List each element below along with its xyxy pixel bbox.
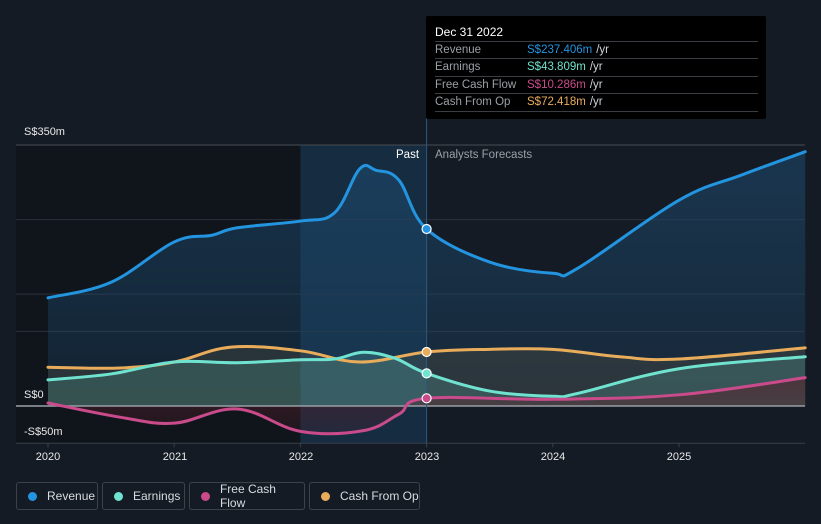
legend-label: Revenue	[47, 489, 96, 503]
line-revenue	[46, 150, 807, 300]
x-tick-label: 2023	[414, 451, 440, 463]
line-earnings	[46, 350, 807, 399]
legend-label: Cash From Op	[340, 489, 419, 503]
x-tick-label: 2024	[540, 451, 566, 463]
tooltip-label: Free Cash Flow	[435, 79, 517, 91]
tooltip-row-revenue: Revenue S$237.406m/yr	[435, 41, 758, 59]
marker-revenue	[421, 223, 432, 235]
x-tick-label: 2021	[162, 451, 188, 463]
y-tick-label: S$350m	[24, 126, 65, 138]
tooltip-value: S$237.406m/yr	[527, 44, 609, 56]
x-tick-label: 2020	[35, 451, 61, 463]
marker-earnings	[421, 368, 432, 379]
past-label: Past	[396, 149, 420, 161]
legend-earnings[interactable]: Earnings	[102, 482, 185, 510]
legend-cash-from-op[interactable]: Cash From Op	[309, 482, 420, 510]
earnings-dot-icon	[114, 491, 123, 501]
fcf-dot-icon	[201, 491, 210, 501]
forecast-label: Analysts Forecasts	[435, 149, 533, 161]
legend-free-cash-flow[interactable]: Free Cash Flow	[189, 482, 305, 510]
tooltip-value: S$10.286m/yr	[527, 79, 603, 91]
tooltip-label: Revenue	[435, 44, 482, 56]
tooltip-label: Earnings	[435, 61, 481, 73]
x-tick-label: 2022	[288, 451, 314, 463]
tooltip-date: Dec 31 2022	[435, 25, 504, 39]
legend-label: Free Cash Flow	[219, 482, 276, 510]
tooltip: Dec 31 2022 Revenue S$237.406m/yr Earnin…	[426, 16, 766, 119]
tooltip-row-cfo: Cash From Op S$72.418m/yr	[435, 93, 758, 111]
y-tick-label: S$0	[24, 389, 44, 401]
legend-label: Earnings	[133, 489, 181, 503]
revenue-dot-icon	[28, 491, 37, 501]
marker-cash-from-op	[421, 346, 432, 358]
y-tick-label: -S$50m	[24, 426, 63, 438]
tooltip-value: S$72.418m/yr	[527, 96, 603, 108]
cfo-dot-icon	[321, 491, 330, 501]
tooltip-label: Cash From Op	[435, 96, 511, 108]
tooltip-value: S$43.809m/yr	[527, 61, 603, 73]
line-free-cash-flow	[46, 376, 807, 436]
legend-revenue[interactable]: Revenue	[16, 482, 98, 510]
x-tick-label: 2025	[666, 451, 692, 463]
tooltip-row-fcf: Free Cash Flow S$10.286m/yr	[435, 76, 758, 94]
tooltip-row-earnings: Earnings S$43.809m/yr	[435, 58, 758, 76]
tooltip-divider	[435, 111, 758, 112]
marker-free-cash-flow	[421, 393, 432, 404]
